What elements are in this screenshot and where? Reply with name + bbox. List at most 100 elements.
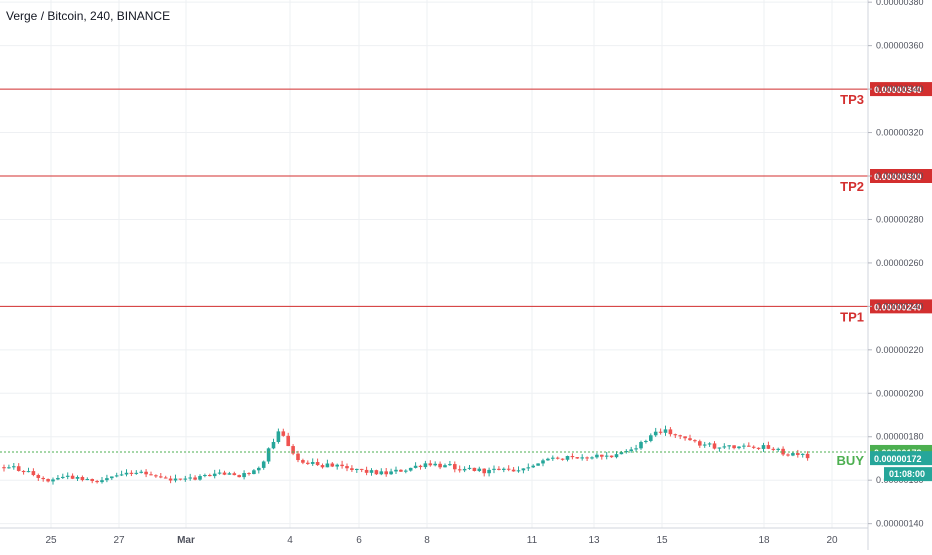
candle [85, 477, 90, 481]
x-tick-label: 20 [826, 535, 838, 546]
candle [585, 456, 589, 461]
candle [413, 462, 418, 469]
candle [139, 469, 143, 474]
candle-body [472, 467, 477, 471]
candle [541, 458, 545, 467]
candle [208, 473, 212, 477]
candle-body [462, 468, 467, 471]
candle [477, 466, 482, 473]
candle-body [457, 469, 462, 471]
candle [325, 459, 330, 468]
candle [232, 471, 237, 476]
candle [271, 438, 276, 450]
candle-body [742, 445, 746, 447]
candle [565, 455, 570, 462]
candle-body [698, 441, 702, 446]
candle [21, 470, 26, 475]
candle-body [600, 454, 604, 457]
candle-body [173, 478, 178, 481]
candle-body [585, 457, 589, 459]
x-tick-label: 18 [758, 535, 770, 546]
candle-body [717, 447, 722, 449]
candle-body [555, 457, 560, 459]
candle [634, 444, 638, 452]
candle [604, 451, 609, 460]
candle [673, 433, 678, 439]
candle [492, 465, 496, 474]
candle-body [212, 473, 217, 477]
candle [75, 475, 80, 482]
candle [693, 439, 697, 443]
candle-body [188, 477, 192, 479]
candle-body [369, 470, 374, 473]
candle-body [624, 451, 629, 453]
candle-body [776, 448, 780, 450]
candle-body [364, 469, 369, 473]
candle-body [355, 468, 359, 471]
candle [511, 467, 516, 472]
candle-body [75, 476, 80, 479]
candle-body [110, 476, 114, 479]
x-tick-label: 8 [424, 535, 430, 546]
candle-body [183, 478, 188, 480]
candle-body [335, 464, 339, 467]
candle [31, 468, 36, 477]
candle [222, 470, 227, 476]
candle [497, 466, 501, 471]
candle-body [36, 475, 41, 478]
candle [595, 453, 599, 459]
candle-body [668, 429, 673, 435]
candle-body [168, 478, 173, 481]
candle-body [482, 468, 486, 474]
candle [168, 475, 173, 484]
candle-body [26, 471, 31, 473]
candle-body [330, 463, 335, 467]
candle [624, 449, 629, 454]
candle-body [261, 461, 266, 468]
candle-body [16, 466, 21, 471]
candle-body [413, 465, 418, 468]
candle-body [232, 473, 237, 476]
candle [394, 466, 398, 474]
candle [747, 442, 751, 447]
candle [41, 476, 45, 482]
candle-body [350, 468, 354, 471]
candle-body [649, 435, 653, 441]
candle [443, 463, 447, 468]
candle [70, 473, 75, 480]
candle [149, 471, 153, 476]
candle [281, 428, 286, 437]
candle [575, 457, 580, 459]
candle-body [516, 470, 521, 472]
candle-body [560, 458, 565, 460]
y-tick-label: 0.00000300 [876, 171, 924, 181]
candle-body [497, 468, 501, 470]
candle [737, 446, 741, 450]
candle-body [56, 477, 60, 480]
candle-body [252, 470, 256, 475]
candle-body [296, 453, 300, 461]
candle [159, 472, 163, 479]
candle-body [247, 473, 251, 475]
candle [379, 468, 384, 476]
candle [653, 427, 658, 437]
candle-body [570, 456, 575, 458]
candle [12, 462, 16, 470]
candle [462, 466, 467, 473]
price-tag-tp2 [870, 169, 932, 183]
candle [668, 427, 673, 437]
candle-body [531, 465, 535, 468]
candle-body [227, 473, 232, 475]
candle-body [374, 470, 379, 475]
candle [315, 458, 320, 466]
candle [110, 476, 114, 480]
candle-body [639, 442, 643, 449]
candle [702, 441, 707, 448]
candle-body [139, 471, 143, 473]
candle [56, 475, 60, 481]
candle [663, 425, 668, 436]
candle-body [551, 457, 555, 459]
price-tag-text-tp3: 0.00000340 [874, 85, 922, 95]
